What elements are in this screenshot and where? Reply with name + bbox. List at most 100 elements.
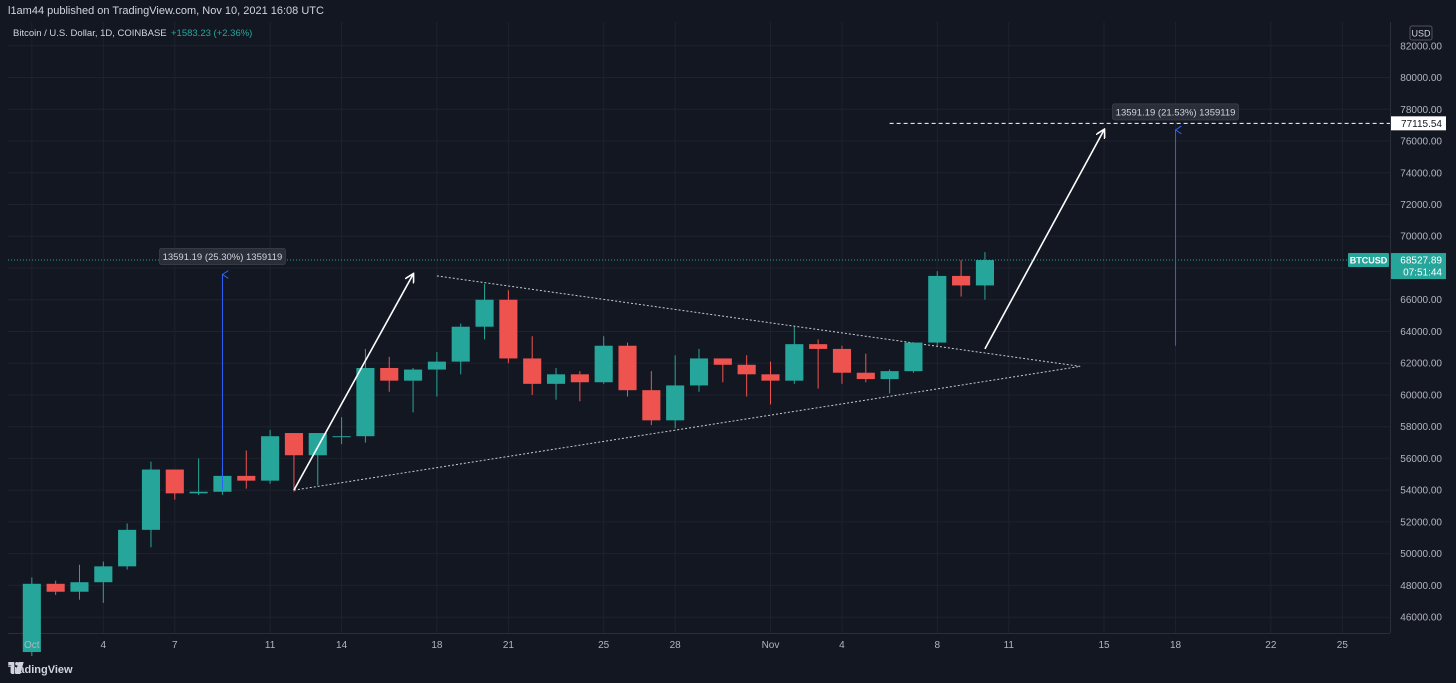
candle-body (832, 348, 852, 373)
candle (594, 336, 613, 384)
candle (380, 356, 399, 392)
candle (975, 252, 994, 300)
publish-line: l1am44 published on TradingView.com, Nov… (8, 5, 324, 17)
candle-body (189, 491, 208, 494)
candle-body (546, 374, 566, 384)
symbol-tag (1348, 253, 1389, 268)
candle-body (618, 345, 637, 391)
publish-header: l1am44 published on TradingView.com, Nov… (0, 0, 1456, 22)
candle-body (332, 436, 351, 438)
price-tick-label: 60000.00 (1400, 390, 1442, 401)
price-tick-label: 78000.00 (1400, 105, 1442, 116)
candles (22, 252, 994, 656)
candle (284, 433, 303, 492)
candle (94, 561, 113, 603)
candle-body (46, 583, 65, 592)
price-tick-label: 62000.00 (1400, 359, 1442, 370)
candle (237, 450, 256, 489)
candle (904, 342, 923, 373)
candle (618, 342, 637, 397)
candle-body (809, 344, 828, 349)
candle (666, 355, 685, 429)
candle-body (904, 342, 923, 372)
candle (165, 469, 184, 500)
triangle-upper-trendline (436, 275, 1081, 367)
time-tick-label: Nov (762, 640, 780, 651)
candle-body (356, 367, 375, 437)
candle-body (141, 469, 161, 530)
candle-body (94, 566, 113, 583)
time-tick-label: 14 (336, 640, 348, 651)
candle-body (261, 436, 280, 481)
countdown-label: 07:51:44 (1403, 268, 1442, 279)
candle (261, 429, 280, 484)
candle (689, 348, 709, 392)
candle-body (761, 374, 780, 381)
candle (523, 336, 542, 395)
tradingview-logo-icon (8, 662, 24, 674)
candle-body (404, 369, 423, 381)
candle-body (642, 390, 661, 421)
brand-label: TradingView (8, 664, 73, 676)
price-tick-label: 56000.00 (1400, 454, 1442, 465)
candle-body (427, 361, 446, 370)
projection-arrow (984, 130, 1104, 350)
candle (189, 458, 208, 495)
time-tick-label: 8 (934, 640, 940, 651)
candle (141, 461, 161, 548)
candle-body (856, 372, 875, 380)
candle-body (451, 326, 470, 362)
candle (785, 326, 804, 384)
candle (737, 355, 756, 397)
price-tick-label: 48000.00 (1400, 581, 1442, 592)
candle (451, 323, 470, 375)
target-price-tag (1391, 116, 1446, 131)
candle-body (22, 583, 41, 653)
candle-body (952, 275, 971, 286)
time-tick-label: 15 (1099, 640, 1111, 651)
candle-body (380, 367, 399, 381)
candle (952, 260, 971, 297)
time-tick-label: 18 (431, 640, 443, 651)
measure-label-text: 13591.19 (25.30%) 1359119 (163, 252, 283, 263)
candle (761, 361, 780, 405)
candle (570, 371, 589, 402)
tradingview-brand[interactable]: TradingView (8, 662, 73, 678)
candle-body (237, 475, 256, 481)
candle-body (70, 582, 89, 592)
candle (809, 339, 828, 389)
time-tick-label: 21 (503, 640, 515, 651)
candlestick-chart[interactable]: 13591.19 (25.30%) 1359119 13591.19 (21.53… (8, 22, 1448, 656)
chart-background (8, 22, 1448, 656)
candle (356, 348, 375, 443)
candle (856, 353, 875, 383)
candle-body (713, 358, 732, 365)
candle (832, 345, 852, 384)
price-tick-label: 54000.00 (1400, 486, 1442, 497)
price-tick-label: 64000.00 (1400, 327, 1442, 338)
candle (46, 580, 65, 595)
candle (475, 283, 494, 340)
candle-body (880, 371, 899, 380)
currency-badge (1409, 25, 1433, 41)
time-tick-label: 7 (172, 640, 178, 651)
measure-label-text: 13591.19 (21.53%) 1359119 (1116, 107, 1236, 118)
price-tick-label: 76000.00 (1400, 137, 1442, 148)
candle (928, 271, 947, 346)
candle-body (975, 260, 994, 286)
candle (880, 369, 899, 394)
time-tick-label: 18 (1170, 640, 1182, 651)
triangle-lower-trendline (293, 365, 1081, 491)
candle-body (118, 529, 137, 567)
candle-body (570, 374, 589, 383)
chart-change: +1583.23 (+2.36%) (171, 28, 252, 39)
candle (332, 417, 351, 445)
candle-body (594, 345, 613, 383)
footer: TradingView (0, 656, 1456, 683)
price-tick-label: 70000.00 (1400, 232, 1442, 243)
time-tick-label: 4 (101, 640, 107, 651)
candle-body (666, 385, 685, 421)
chart-panel[interactable]: 13591.19 (25.30%) 1359119 13591.19 (21.53… (8, 22, 1448, 656)
candle (22, 577, 41, 656)
currency-label: USD (1411, 29, 1431, 39)
